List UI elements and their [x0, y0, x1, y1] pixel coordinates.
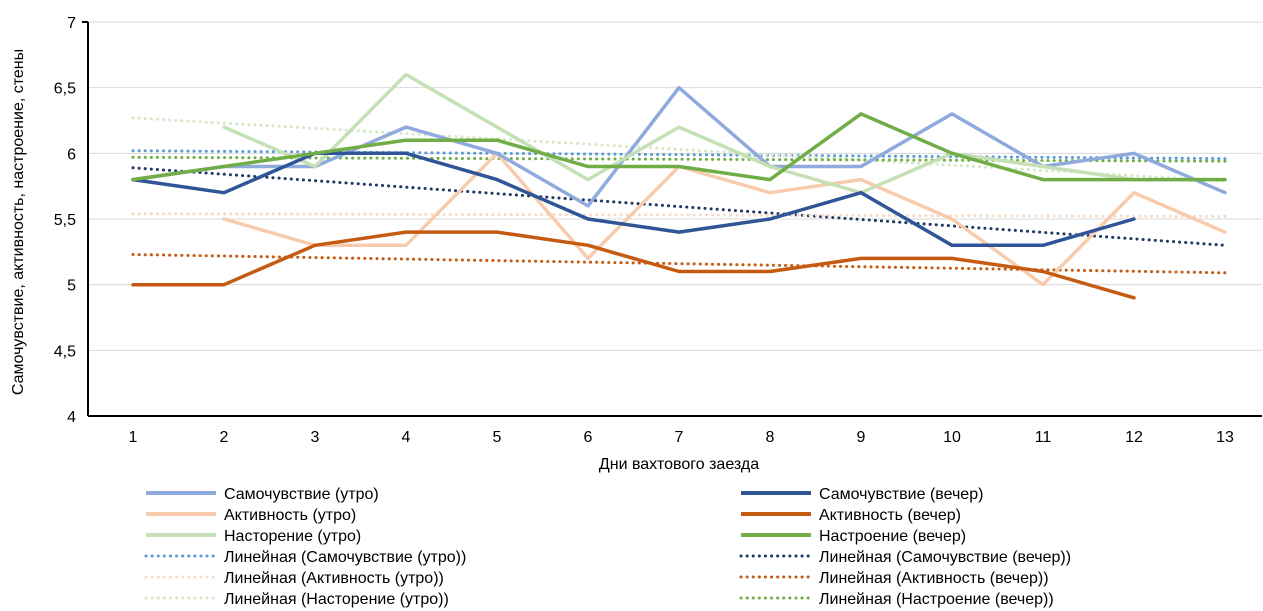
data-series-line — [131, 230, 1136, 300]
trendline-series — [131, 166, 1227, 247]
legend-entry-label: Линейная (Настроение (вечер)) — [819, 591, 1054, 608]
x-tick-label: 8 — [766, 429, 775, 446]
x-tick-label: 12 — [1125, 429, 1143, 446]
x-axis-title: Дни вахтового заезда — [599, 456, 759, 473]
x-tick-label: 13 — [1216, 429, 1234, 446]
x-tick-label: 7 — [675, 429, 684, 446]
x-tick-label: 10 — [943, 429, 961, 446]
y-tick-label: 7 — [67, 15, 76, 32]
y-tick-label: 4 — [67, 409, 76, 426]
x-tick-label: 1 — [129, 429, 138, 446]
x-tick-label: 6 — [584, 429, 593, 446]
y-tick-label: 6,5 — [54, 81, 76, 98]
x-tick-label: 3 — [311, 429, 320, 446]
x-tick-label: 4 — [402, 429, 411, 446]
legend-entry-label: Настроение (вечер) — [819, 528, 966, 545]
trendline-series — [131, 116, 1227, 183]
legend-entry-label: Линейная (Самочувствие (вечер)) — [819, 549, 1071, 566]
data-series-line — [222, 151, 1227, 287]
x-tick-label: 2 — [220, 429, 229, 446]
legend-entry-label: Линейная (Насторение (утро)) — [224, 591, 449, 608]
x-tick-labels: 1 2 3 4 5 6 7 8 9 10 11 12 13 — [129, 429, 1234, 446]
data-series-line — [222, 72, 1227, 195]
trendline-series — [131, 212, 1227, 218]
legend-entry-label: Самочувствие (утро) — [224, 486, 379, 503]
y-tick-label: 5 — [67, 278, 76, 295]
legend-entry-label: Самочувствие (вечер) — [819, 486, 983, 503]
legend-entry-label: Линейная (Активность (утро)) — [224, 570, 444, 587]
data-series-line — [131, 151, 1136, 248]
axes — [82, 21, 1262, 417]
y-tick-label: 6 — [67, 146, 76, 163]
x-tick-label: 9 — [857, 429, 866, 446]
legend-entry-label: Активность (утро) — [224, 507, 356, 524]
legend-entry-label: Линейная (Активность (вечер)) — [819, 570, 1049, 587]
x-tick-label: 11 — [1035, 429, 1052, 446]
legend: Самочувствие (утро) Самочувствие (вечер) А… — [144, 486, 1071, 608]
legend-entry-label: Насторение (утро) — [224, 528, 361, 545]
y-tick-label: 5,5 — [54, 212, 76, 229]
series-lines — [131, 72, 1227, 300]
grid-lines — [88, 21, 1262, 351]
legend-entry-label: Линейная (Самочувствие (утро)) — [224, 549, 466, 566]
y-axis-title: Самочувствие, активность, настроение, ст… — [10, 49, 27, 395]
trendline-series — [131, 155, 1227, 163]
x-tick-label: 5 — [493, 429, 502, 446]
data-series-line — [131, 112, 1227, 182]
legend-entry-label: Активность (вечер) — [819, 507, 961, 524]
y-tick-labels: 4 4,5 5 5,5 6 6,5 7 — [54, 15, 76, 426]
y-tick-label: 4,5 — [54, 343, 76, 360]
data-series-line — [131, 85, 1227, 208]
